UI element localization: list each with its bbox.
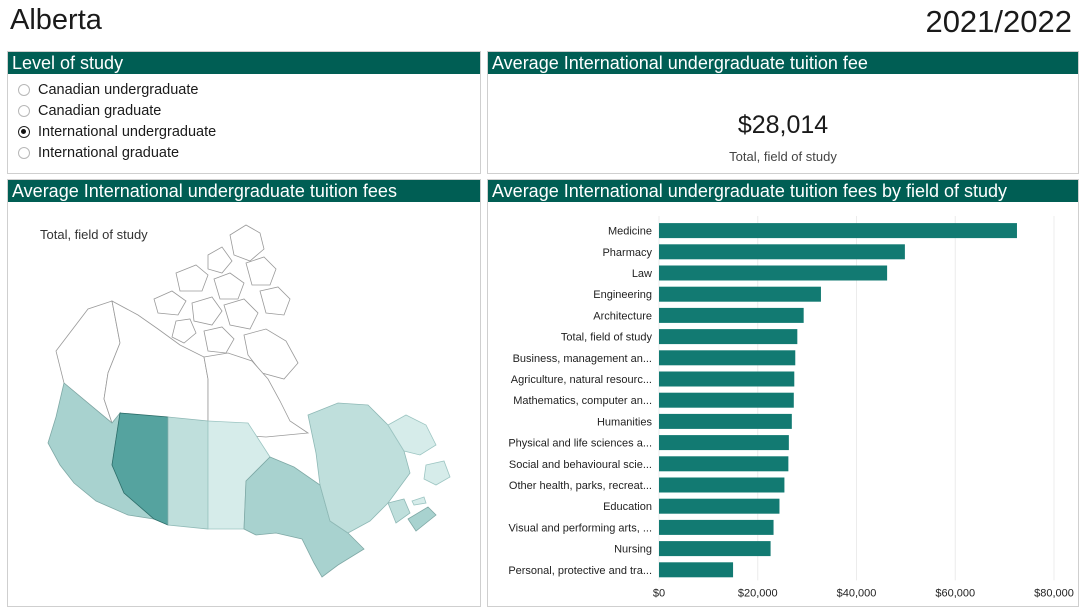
radio-label: Canadian graduate	[38, 102, 162, 119]
province-newfoundland-labrador[interactable]	[387, 414, 437, 456]
radio-button-icon[interactable]	[18, 146, 30, 159]
bar[interactable]	[659, 477, 785, 493]
x-tick-label: $60,000	[935, 587, 975, 599]
arctic-islands	[153, 224, 299, 380]
canada-map	[47, 224, 451, 578]
bar[interactable]	[659, 498, 780, 514]
radio-international-graduate[interactable]: International graduate	[18, 142, 480, 163]
average-fee-value: $28,014	[737, 111, 829, 139]
category-label: Law	[632, 268, 652, 280]
category-label: Engineering	[593, 289, 652, 301]
x-tick-label: $0	[653, 587, 665, 599]
category-label: Humanities	[597, 416, 653, 428]
province-map-panel: Average International undergraduate tuit…	[7, 179, 481, 607]
province-ontario[interactable]	[243, 456, 365, 578]
province-pei[interactable]	[411, 496, 427, 506]
category-label: Other health, parks, recreat...	[509, 480, 652, 492]
x-tick-label: $40,000	[837, 587, 877, 599]
category-label: Total, field of study	[561, 332, 653, 344]
bar[interactable]	[659, 265, 888, 281]
category-label: Mathematics, computer an...	[513, 395, 652, 407]
average-fee-caption: Total, field of study	[729, 149, 837, 164]
field-of-study-chart-panel: Average International undergraduate tuit…	[487, 179, 1079, 607]
bar[interactable]	[659, 223, 1017, 239]
category-label: Visual and performing arts, ...	[509, 522, 652, 534]
radio-canadian-graduate[interactable]: Canadian graduate	[18, 100, 480, 121]
field-of-study-chart-title: Average International undergraduate tuit…	[488, 180, 1078, 202]
bar[interactable]	[659, 519, 774, 535]
bar[interactable]	[659, 413, 792, 429]
category-label: Education	[603, 501, 652, 513]
page-year: 2021/2022	[925, 4, 1072, 39]
bar[interactable]	[659, 307, 804, 323]
bar[interactable]	[659, 541, 771, 557]
category-label: Pharmacy	[602, 247, 652, 259]
level-of-study-radio-group: Canadian undergraduate Canadian graduate…	[8, 74, 480, 163]
province-northwest-territories[interactable]	[103, 300, 209, 432]
page-title: Alberta	[10, 4, 102, 36]
category-label: Agriculture, natural resourc...	[511, 374, 652, 386]
level-of-study-panel: Level of study Canadian undergraduate Ca…	[7, 51, 481, 174]
bar[interactable]	[659, 244, 905, 260]
category-label: Medicine	[608, 226, 652, 238]
radio-canadian-undergraduate[interactable]: Canadian undergraduate	[18, 79, 480, 100]
radio-button-icon[interactable]	[18, 83, 30, 96]
level-of-study-title: Level of study	[8, 52, 480, 74]
x-tick-label: $80,000	[1034, 587, 1074, 599]
map-caption: Total, field of study	[40, 227, 148, 242]
field-of-study-bar-chart: $0 $20,000 $40,000 $60,000 $80,000 Medicine Ph…	[508, 216, 1074, 599]
x-tick-label: $20,000	[738, 587, 778, 599]
bar[interactable]	[659, 350, 796, 366]
category-label: Architecture	[593, 310, 652, 322]
province-map-title: Average International undergraduate tuit…	[8, 180, 480, 202]
radio-button-icon[interactable]	[18, 104, 30, 117]
province-saskatchewan[interactable]	[167, 416, 209, 530]
bar[interactable]	[659, 329, 798, 345]
bar[interactable]	[659, 456, 789, 472]
category-label: Business, management an...	[513, 353, 652, 365]
radio-international-undergraduate[interactable]: International undergraduate	[18, 121, 480, 142]
average-fee-panel: Average International undergraduate tuit…	[487, 51, 1079, 174]
bar[interactable]	[659, 435, 789, 451]
category-label: Physical and life sciences a...	[508, 438, 652, 450]
bar[interactable]	[659, 562, 734, 578]
category-label: Social and behavioural scie...	[509, 459, 652, 471]
island-newfoundland[interactable]	[423, 460, 451, 486]
average-fee-title: Average International undergraduate tuit…	[488, 52, 1078, 74]
category-label: Personal, protective and tra...	[508, 565, 652, 577]
province-new-brunswick[interactable]	[387, 498, 411, 524]
radio-label: Canadian undergraduate	[38, 81, 199, 98]
bar[interactable]	[659, 392, 794, 408]
category-label: Nursing	[614, 544, 652, 556]
radio-label: International undergraduate	[38, 123, 217, 140]
province-nova-scotia[interactable]	[407, 506, 437, 532]
bar[interactable]	[659, 371, 795, 387]
radio-label: International graduate	[38, 144, 180, 161]
radio-button-selected-icon[interactable]	[18, 125, 30, 138]
bar[interactable]	[659, 286, 821, 302]
